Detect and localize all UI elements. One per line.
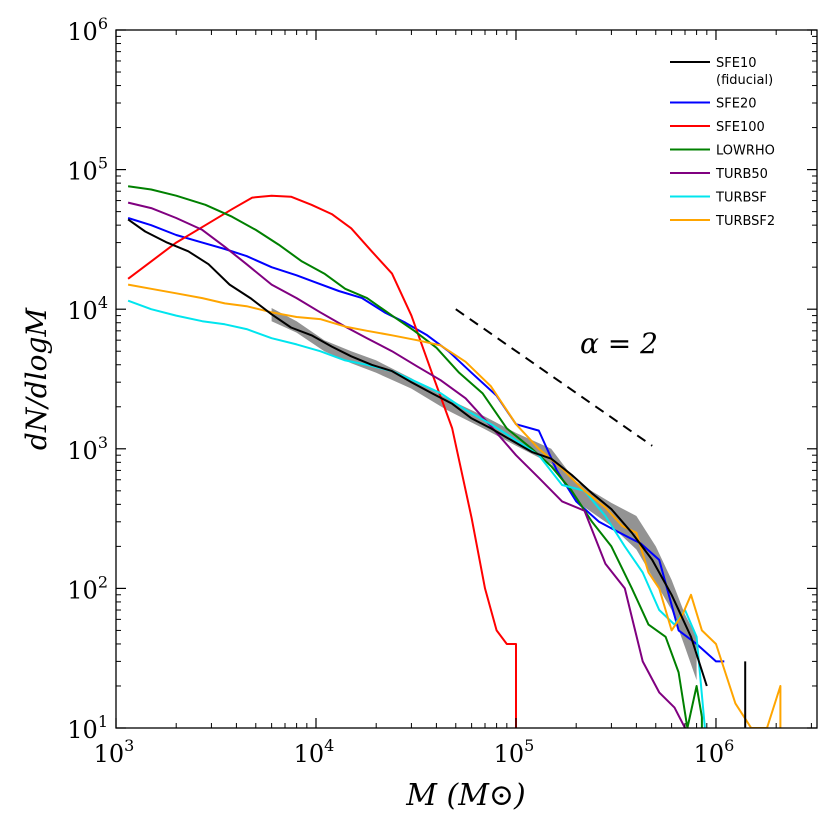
plot-frame [115, 29, 818, 729]
series-line-turb50 [127, 201, 686, 728]
legend-label-sfe10: SFE10 [716, 56, 757, 71]
series-line-lowrho [127, 185, 703, 728]
y-tick-label: 106 [67, 14, 108, 46]
x-tick-label: 104 [294, 736, 335, 768]
x-axis-label: M (M⊙) [405, 778, 526, 813]
series-line-turbsf [127, 299, 706, 728]
slope-annotation-label: α = 2 [580, 327, 658, 360]
legend-label-sfe10-note: (fiducial) [716, 73, 773, 88]
x-tick-label: 105 [494, 736, 535, 768]
y-tick-label: 102 [67, 572, 108, 604]
legend-label-sfe100: SFE100 [716, 120, 765, 135]
x-tick-label: 106 [694, 736, 735, 768]
slope-reference-line [455, 308, 653, 447]
x-tick-label: 103 [94, 736, 135, 768]
legend-label-turbsf2: TURBSF2 [715, 214, 775, 229]
y-tick-label: 105 [67, 154, 108, 186]
y-tick-label: 104 [67, 293, 108, 325]
series-line-sfe100 [127, 194, 517, 728]
legend-label-turb50: TURB50 [715, 167, 768, 182]
y-axis-label: dN/dlogM [20, 307, 53, 451]
y-tick-label: 101 [67, 712, 108, 744]
legend-label-lowrho: LOWRHO [716, 144, 775, 159]
series-line-turbsf2 [127, 283, 782, 728]
legend-label-sfe20: SFE20 [716, 97, 757, 112]
series-line-sfe10 [127, 218, 708, 687]
y-tick-label: 103 [67, 433, 108, 465]
legend-label-turbsf: TURBSF [715, 191, 767, 206]
